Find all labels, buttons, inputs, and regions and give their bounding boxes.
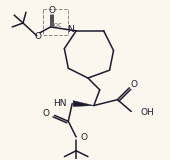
- Text: Boc: Boc: [49, 22, 62, 28]
- Text: OH: OH: [140, 108, 154, 117]
- Text: HN: HN: [53, 99, 66, 108]
- Text: O: O: [131, 80, 138, 89]
- Text: O: O: [80, 133, 87, 142]
- Bar: [43, 9, 68, 35]
- Text: O: O: [43, 109, 50, 118]
- Polygon shape: [73, 101, 94, 107]
- Text: O: O: [48, 6, 55, 15]
- Text: O: O: [34, 32, 41, 41]
- Text: N: N: [67, 25, 74, 34]
